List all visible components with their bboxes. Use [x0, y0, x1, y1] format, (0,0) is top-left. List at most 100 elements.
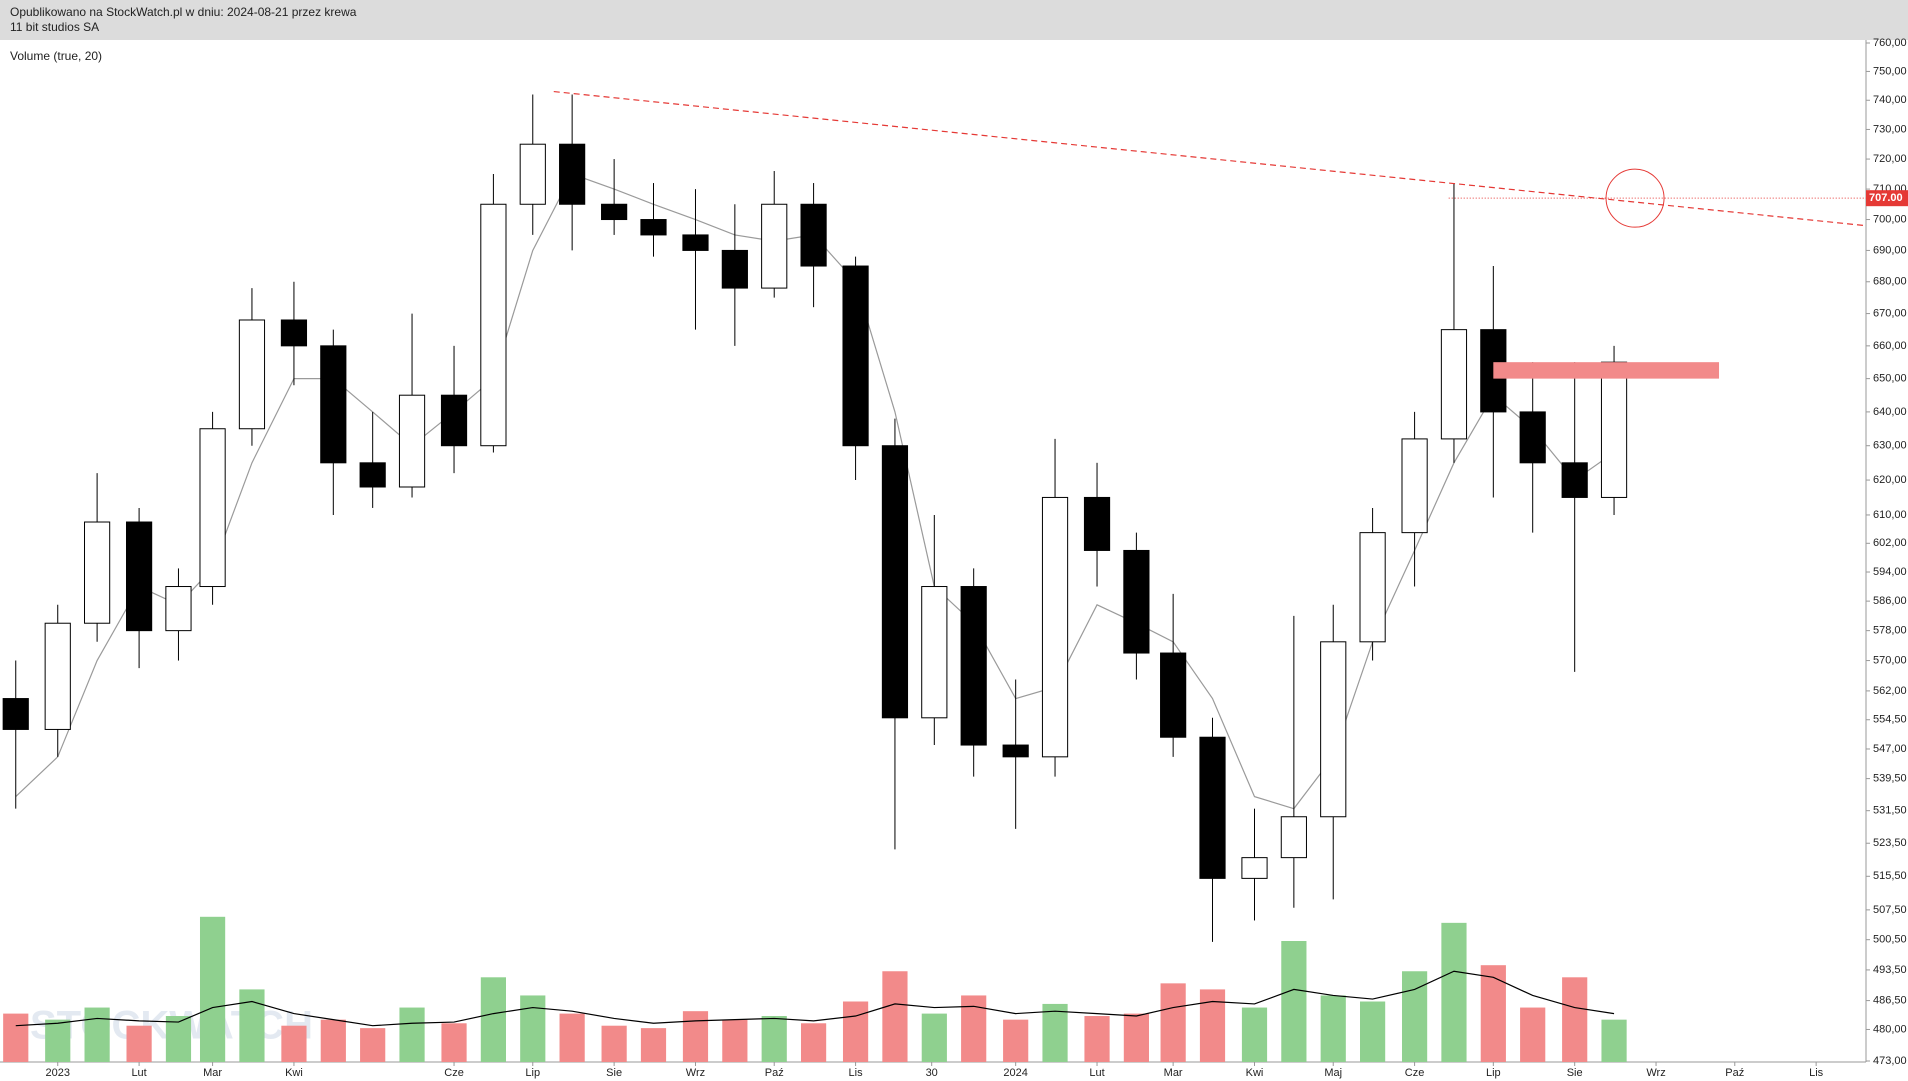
candle-body — [1359, 532, 1386, 643]
volume-bar — [199, 916, 226, 1062]
candle-body — [559, 143, 586, 205]
y-tick-label: 760,00 — [1873, 37, 1907, 49]
candle-body — [199, 428, 226, 588]
x-tick-label: Maj — [1324, 1067, 1342, 1079]
candle-body — [721, 249, 748, 289]
volume-bar — [1241, 1007, 1268, 1062]
y-tick-label: 473,00 — [1873, 1055, 1907, 1067]
x-tick-label: Paź — [765, 1067, 784, 1079]
volume-bar — [1401, 971, 1428, 1062]
y-tick-label: 620,00 — [1873, 474, 1907, 486]
x-tick-label: Lis — [1809, 1067, 1824, 1079]
volume-bar — [281, 1025, 307, 1062]
volume-bar — [520, 995, 546, 1062]
y-tick-label: 500,50 — [1873, 934, 1907, 946]
x-tick-label: Wrz — [686, 1067, 705, 1079]
y-tick-label: 610,00 — [1873, 509, 1907, 521]
candle-body — [440, 394, 468, 447]
volume-bar — [1520, 1007, 1546, 1062]
y-tick-label: 554,50 — [1873, 714, 1907, 726]
candle-body — [761, 203, 788, 289]
y-tick-label: 730,00 — [1873, 123, 1907, 135]
x-tick-label: 2024 — [1003, 1067, 1027, 1079]
price-label: 707.00 — [1869, 192, 1903, 204]
volume-bar — [1084, 1016, 1110, 1062]
candle-body — [2, 698, 29, 730]
x-tick-label: Lut — [1089, 1067, 1104, 1079]
y-tick-label: 586,00 — [1873, 595, 1907, 607]
x-tick-label: Lis — [849, 1067, 864, 1079]
candle-body — [238, 319, 266, 430]
candle-body — [125, 521, 153, 632]
y-tick-label: 594,00 — [1873, 566, 1907, 578]
volume-bar — [1601, 1019, 1627, 1062]
header-line: Opublikowano na StockWatch.pl w dniu: 20… — [10, 5, 357, 19]
volume-bar — [601, 1025, 627, 1062]
candle-body — [682, 234, 709, 251]
volume-bar — [480, 977, 506, 1062]
y-tick-label: 630,00 — [1873, 440, 1907, 452]
candle-body — [398, 394, 426, 488]
volume-bar — [399, 1007, 425, 1062]
volume-bar — [1562, 977, 1588, 1062]
volume-bar — [1123, 1013, 1149, 1062]
header-bar — [0, 0, 1908, 40]
volume-bar — [961, 995, 987, 1062]
x-tick-label: Paź — [1725, 1067, 1744, 1079]
volume-bar — [761, 1016, 787, 1062]
candle-body — [1160, 652, 1187, 738]
x-tick-label: 2023 — [45, 1067, 69, 1079]
volume-bar — [45, 1019, 71, 1062]
y-tick-label: 562,00 — [1873, 685, 1907, 697]
candle-body — [1123, 549, 1150, 654]
x-tick-label: Cze — [1405, 1067, 1425, 1079]
volume-bar — [320, 1019, 346, 1062]
volume-bar — [1281, 941, 1307, 1062]
candle-body — [1440, 329, 1468, 440]
x-tick-label: Lut — [131, 1067, 146, 1079]
y-tick-label: 570,00 — [1873, 654, 1907, 666]
y-tick-label: 650,00 — [1873, 373, 1907, 385]
volume-bar — [722, 1019, 748, 1062]
volume-bar — [559, 1013, 585, 1062]
volume-bar — [882, 971, 908, 1062]
candle-body — [44, 622, 71, 730]
candle-body — [1241, 857, 1268, 879]
candle-body — [842, 265, 869, 447]
candle-body — [1002, 744, 1029, 758]
trendline — [553, 90, 1867, 227]
volume-bar — [682, 1011, 709, 1062]
candle-body — [1600, 361, 1628, 498]
candle-body — [480, 203, 507, 447]
volume-bar — [1441, 922, 1467, 1062]
resistance-zone — [1493, 362, 1720, 379]
volume-bar — [360, 1028, 386, 1062]
y-tick-label: 640,00 — [1873, 406, 1907, 418]
volume-bar — [921, 1013, 947, 1062]
y-tick-label: 680,00 — [1873, 276, 1907, 288]
y-tick-label: 690,00 — [1873, 244, 1907, 256]
candle-body — [1561, 462, 1588, 498]
x-tick-label: 30 — [926, 1067, 938, 1079]
volume-bar — [1480, 965, 1506, 1062]
candle-body — [1041, 496, 1069, 758]
volume-bar — [239, 989, 265, 1062]
candle-body — [280, 319, 308, 347]
volume-bar — [842, 1001, 869, 1062]
y-tick-label: 486,50 — [1873, 994, 1907, 1006]
y-tick-label: 700,00 — [1873, 213, 1907, 225]
y-tick-label: 539,50 — [1873, 773, 1907, 785]
y-tick-label: 523,50 — [1873, 837, 1907, 849]
y-tick-label: 750,00 — [1873, 65, 1907, 77]
candle-body — [320, 345, 347, 464]
candle-body — [165, 586, 192, 632]
x-tick-label: Cze — [444, 1067, 464, 1079]
candle-body — [601, 203, 628, 221]
y-tick-label: 602,00 — [1873, 537, 1907, 549]
x-tick-label: Wrz — [1646, 1067, 1665, 1079]
volume-bar — [1042, 1003, 1068, 1062]
candle-body — [519, 143, 546, 205]
volume-bar — [1160, 983, 1186, 1062]
